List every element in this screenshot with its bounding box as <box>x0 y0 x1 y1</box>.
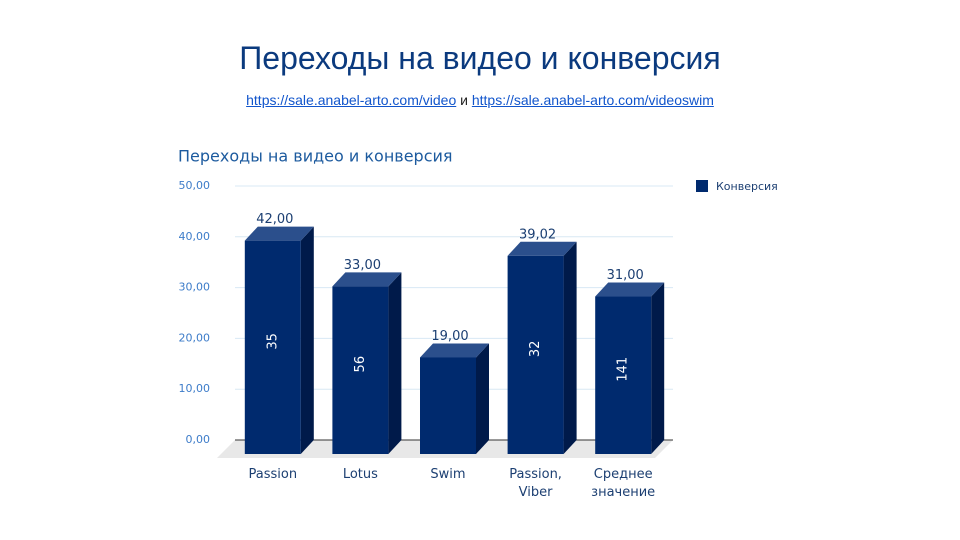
inner-label: 35 <box>265 333 280 350</box>
bar-side <box>651 282 665 454</box>
link[interactable]: https://sale.anabel-arto.com/videoswim <box>471 92 714 108</box>
bar-side <box>476 343 489 454</box>
bar <box>332 286 389 454</box>
bar <box>420 357 476 454</box>
legend-label: Конверсия <box>716 180 778 193</box>
bar-top <box>420 343 489 358</box>
value-label: 33,00 <box>344 258 381 273</box>
x-tick-label: Passion, Viber <box>509 467 562 500</box>
bar-top <box>595 282 665 297</box>
legend-swatch <box>696 180 708 192</box>
value-label: 19,00 <box>431 329 468 344</box>
bar-top <box>332 272 402 287</box>
bar-side <box>563 241 577 454</box>
bar <box>507 255 564 454</box>
bar-top <box>507 241 577 256</box>
x-tick-label: Среднее значение <box>591 467 656 500</box>
value-label: 42,00 <box>256 212 293 227</box>
bar <box>244 240 301 454</box>
value-label: 31,00 <box>607 268 644 283</box>
bar-top <box>244 226 314 241</box>
y-tick-label: 40,00 <box>179 230 211 243</box>
chart-title: Переходы на видео и конверсия <box>178 147 453 166</box>
conjunction: и <box>460 92 468 108</box>
inner-label: 141 <box>616 357 631 382</box>
y-tick-label: 20,00 <box>179 331 211 344</box>
y-tick-label: 30,00 <box>179 281 211 294</box>
x-tick-label: Swim <box>430 467 466 482</box>
value-label: 39,02 <box>519 227 556 242</box>
inner-label: 32 <box>528 341 543 358</box>
y-tick-label: 50,00 <box>179 179 211 192</box>
subtitle: https://sale.anabel-arto.com/video и htt… <box>0 92 960 108</box>
y-tick-label: 0,00 <box>186 433 211 446</box>
x-tick-label: Lotus <box>342 467 378 482</box>
link[interactable]: https://sale.anabel-arto.com/video <box>246 92 457 108</box>
bar-side <box>388 272 402 454</box>
bar-side <box>300 226 314 454</box>
bar <box>595 296 652 454</box>
x-tick-label: Passion <box>248 467 298 482</box>
y-tick-label: 10,00 <box>179 382 211 395</box>
slide-title: Переходы на видео и конверсия <box>239 40 721 76</box>
inner-label: 56 <box>353 356 368 373</box>
